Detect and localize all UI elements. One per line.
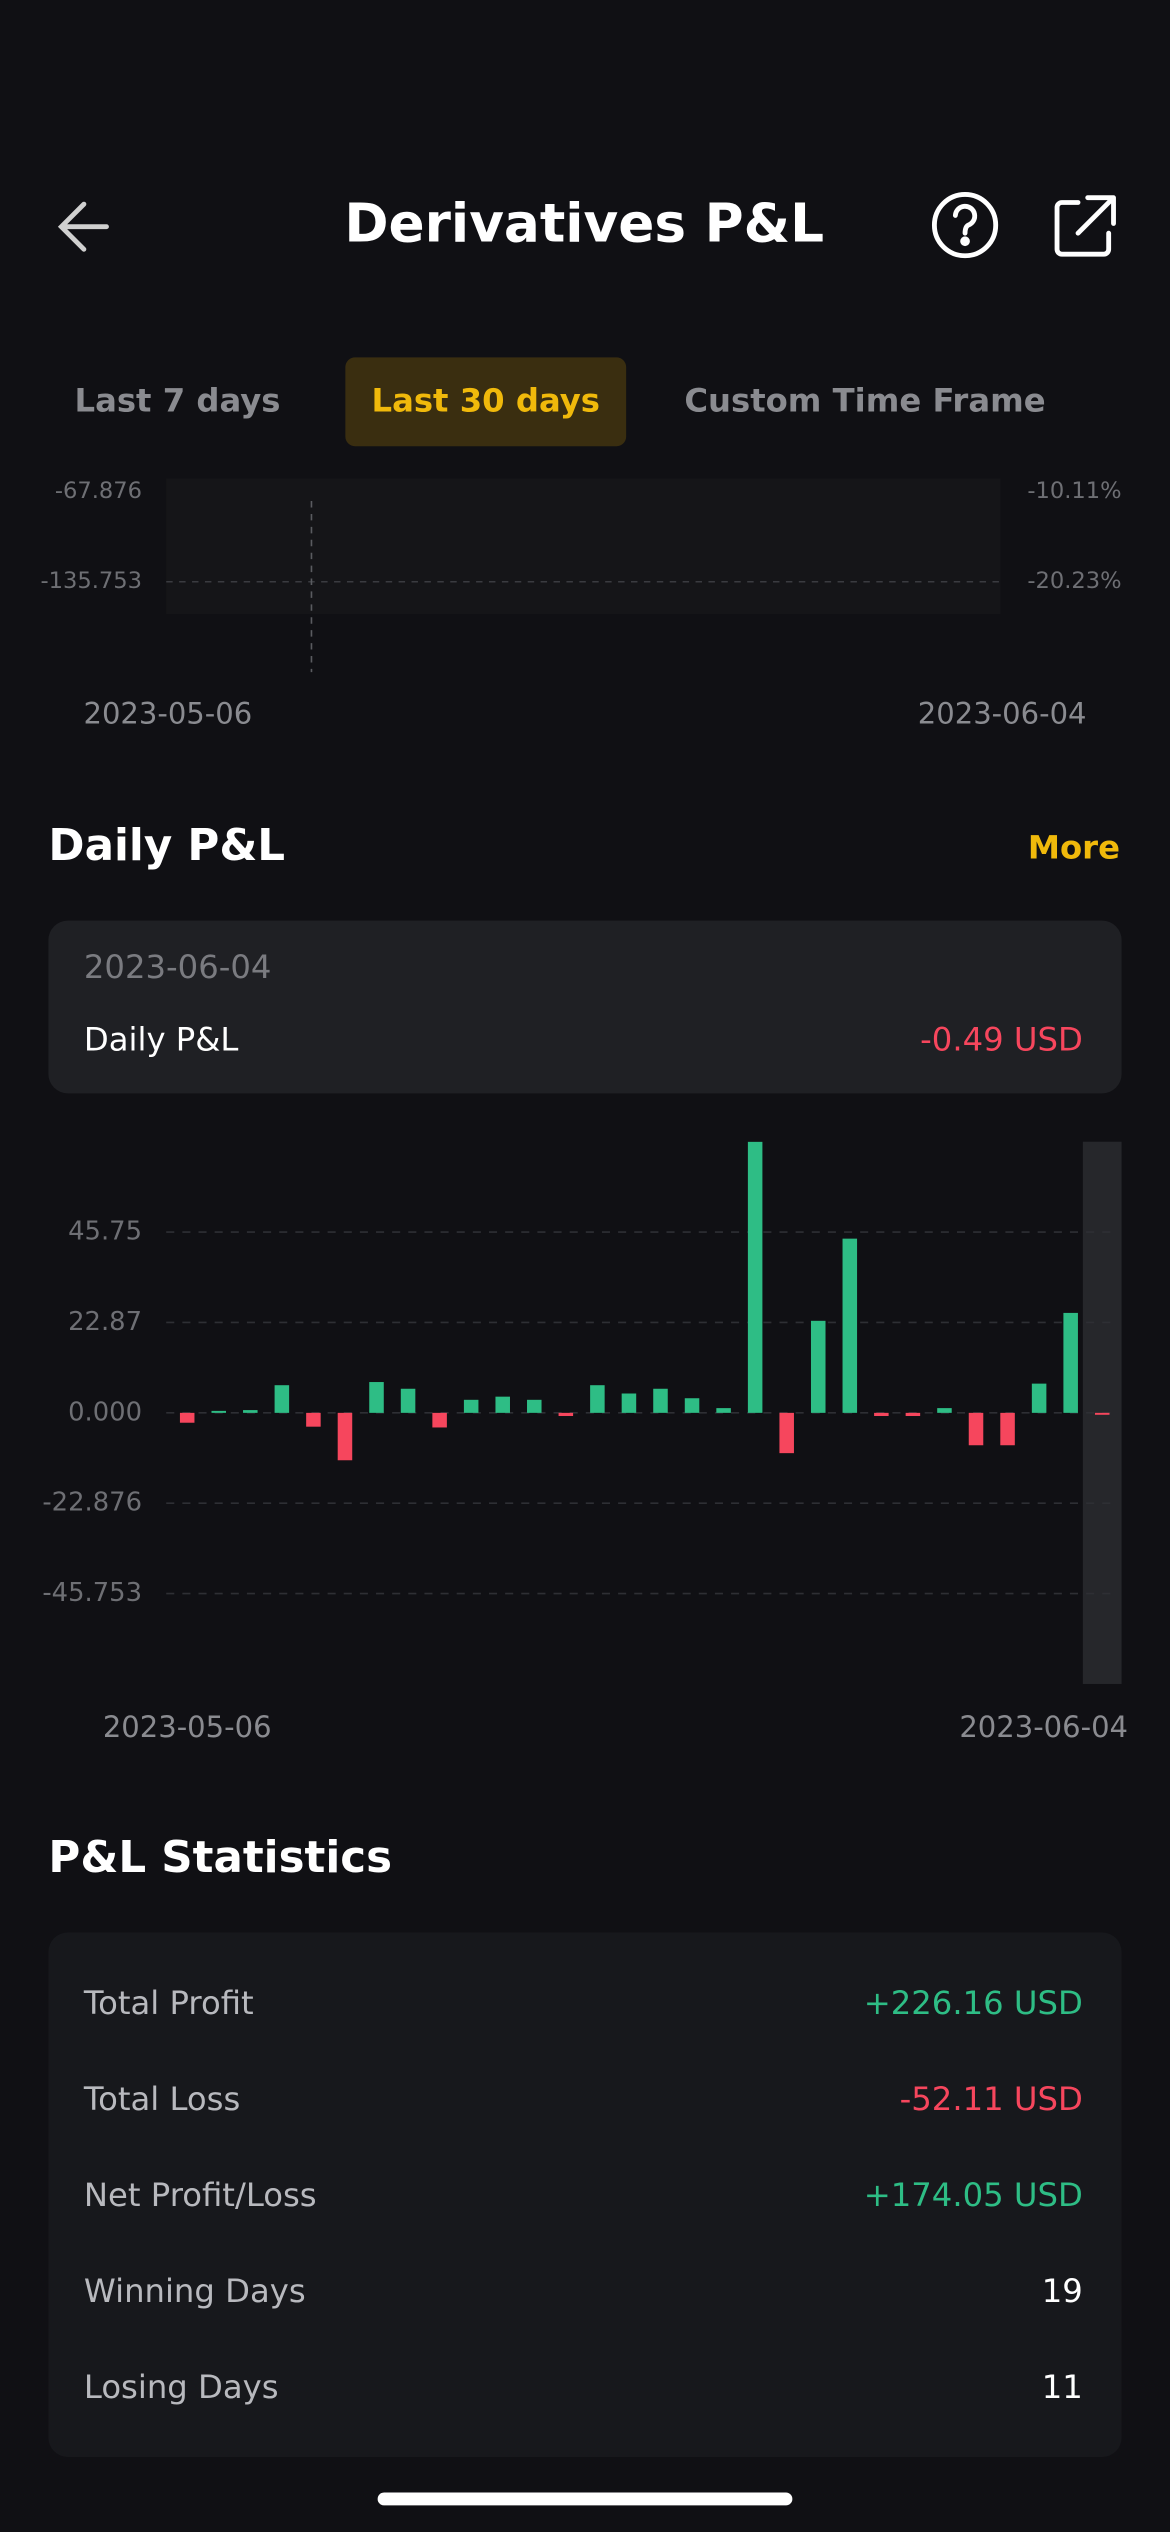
stat-value: -52.11 USD (900, 2080, 1083, 2118)
bar (779, 1412, 794, 1454)
bar (337, 1412, 353, 1461)
bar (306, 1412, 321, 1427)
bar (684, 1398, 700, 1413)
section-title: Daily P&L (48, 821, 285, 871)
bar (211, 1410, 227, 1413)
bar (369, 1382, 384, 1413)
bar (527, 1399, 542, 1413)
stats-card (48, 1932, 1122, 2457)
bar (621, 1393, 637, 1413)
bar (274, 1385, 290, 1413)
y-tick-label: 22.87 (68, 1307, 142, 1337)
y-tick-label: -135.753 (40, 568, 142, 594)
y-tick-label: -22.876 (42, 1488, 142, 1518)
stats-list: Total Profit +226.16 USD Total Loss -52.11 … (83, 1984, 1083, 2406)
stat-label: Losing Days (84, 2368, 279, 2406)
bar (747, 1141, 763, 1413)
section-title: P&L Statistics (48, 1833, 392, 1883)
tooltip-label: Daily P&L (84, 1021, 239, 1059)
y-tick-label: -67.876 (55, 478, 142, 504)
bar (179, 1412, 195, 1423)
stat-label: Winning Days (84, 2272, 306, 2310)
x-tick-label: 2023-06-04 (959, 1710, 1128, 1744)
bar (874, 1412, 889, 1417)
stat-label: Total Loss (83, 2080, 240, 2118)
stat-value: +226.16 USD (864, 1984, 1083, 2022)
stat-value: 19 (1042, 2272, 1083, 2310)
y-tick-label: -45.753 (42, 1578, 142, 1608)
x-tick-label: 2023-05-06 (103, 1710, 272, 1744)
y-tick-label: 0.000 (68, 1397, 142, 1427)
tab[interactable]: Last 7 days (75, 382, 281, 420)
bar (400, 1388, 416, 1413)
bar (716, 1408, 731, 1413)
x-tick-label: 2023-05-06 (83, 697, 252, 731)
bar (653, 1388, 668, 1413)
bar (463, 1399, 479, 1413)
bar (810, 1320, 826, 1413)
stat-value: +174.05 USD (864, 2176, 1083, 2214)
tooltip-card (48, 920, 1122, 1094)
x-tick-label: 2023-06-04 (918, 697, 1087, 731)
tab[interactable]: Custom Time Frame (684, 382, 1045, 420)
tab-active-bg[interactable] (345, 357, 627, 447)
bar (842, 1238, 858, 1413)
help-button[interactable] (931, 192, 999, 259)
page-title: Derivatives P&L (344, 192, 824, 254)
tooltip-date: 2023-06-04 (84, 948, 272, 986)
bar (1000, 1412, 1015, 1446)
stat-label: Net Profit/Loss (84, 2176, 317, 2214)
y2-tick-label: -10.11% (1027, 478, 1121, 504)
bar (558, 1412, 574, 1417)
bar (937, 1408, 952, 1413)
bar (432, 1412, 447, 1428)
bar (968, 1412, 984, 1446)
y2-tick-label: -20.23% (1027, 568, 1121, 594)
bar (590, 1385, 605, 1413)
y-tick-label: 45.75 (68, 1217, 142, 1247)
tooltip-value: -0.49 USD (920, 1021, 1083, 1059)
stat-value: 11 (1042, 2368, 1083, 2406)
cumulative-chart: -67.876 -135.753 -10.11% -20.23% (40, 478, 1122, 673)
more-link[interactable]: More (1028, 829, 1120, 867)
plot-area (166, 478, 1001, 615)
back-button[interactable] (57, 201, 109, 252)
bar (243, 1410, 258, 1413)
bar (1063, 1312, 1078, 1413)
bar (1031, 1383, 1047, 1413)
home-indicator (377, 2492, 793, 2506)
stat-label: Total Profit (83, 1984, 254, 2022)
bar (905, 1412, 921, 1417)
tab-active[interactable]: Last 30 days (372, 382, 600, 420)
daily-chart: 45.75 22.87 0.000 -22.876 -45.753 2023-05-06 2… (42, 1141, 1128, 1744)
bar (1094, 1412, 1110, 1415)
share-button[interactable] (1054, 195, 1116, 257)
bar (495, 1396, 510, 1413)
